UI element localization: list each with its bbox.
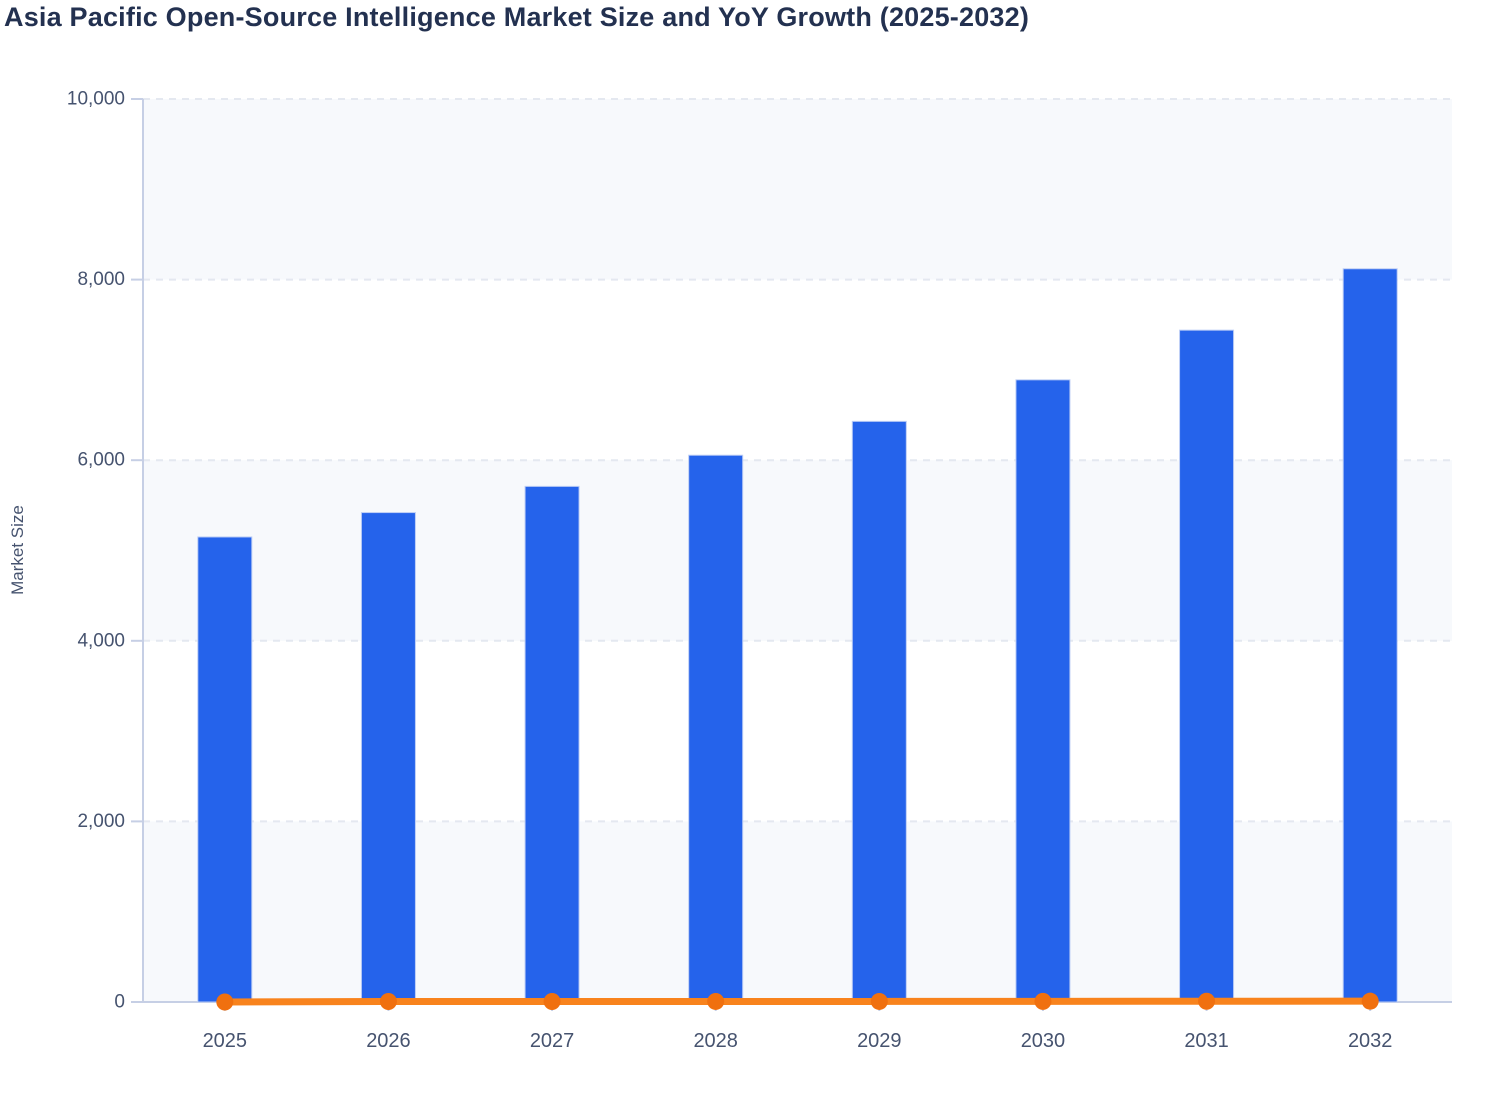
yoy-point-2032[interactable]: YoY Growth 2032 <box>1361 992 1379 1010</box>
yoy-point-2030[interactable]: YoY Growth 2030 <box>1034 992 1052 1010</box>
bar-2027[interactable]: Market Size 2027: 5710 <box>524 485 580 1003</box>
plot-band <box>143 99 1452 280</box>
x-label-2025: 2025 <box>203 1030 248 1052</box>
yoy-point-2031[interactable]: YoY Growth 2031 <box>1198 992 1216 1010</box>
bar-2031[interactable]: Market Size 2031: 7440 <box>1179 329 1235 1003</box>
yoy-point-2027[interactable]: YoY Growth 2027 <box>543 993 561 1011</box>
bar-2029[interactable]: Market Size 2029: 6430 <box>851 420 907 1003</box>
y-tick-label-2,000: 2,000 <box>77 811 125 832</box>
y-tick-label-4,000: 4,000 <box>77 630 125 651</box>
x-label-2031: 2031 <box>1184 1030 1229 1052</box>
plot-band <box>143 460 1452 641</box>
bar-2030[interactable]: Market Size 2030: 6890 <box>1015 379 1071 1003</box>
x-label-2030: 2030 <box>1021 1030 1066 1052</box>
x-label-2027: 2027 <box>530 1030 575 1052</box>
yoy-point-2025[interactable]: YoY Growth 2025 <box>216 993 234 1011</box>
x-label-2029: 2029 <box>857 1030 902 1052</box>
x-label-2032: 2032 <box>1348 1030 1393 1052</box>
bar-2028[interactable]: Market Size 2028: 6055 <box>688 454 744 1003</box>
y-tick-label-8,000: 8,000 <box>77 269 125 290</box>
y-tick-label-6,000: 6,000 <box>77 450 125 471</box>
plot-band <box>143 821 1452 1002</box>
bar-2026[interactable]: Market Size 2026: 5420 <box>360 512 416 1003</box>
yoy-point-2028[interactable]: YoY Growth 2028 <box>707 992 725 1010</box>
bar-2032[interactable]: Market Size 2032: 8120 <box>1342 268 1398 1003</box>
x-label-2028: 2028 <box>693 1030 738 1052</box>
y-tick-label-0: 0 <box>114 992 125 1013</box>
bar-2025[interactable]: Market Size 2025: 5150 <box>197 536 253 1003</box>
y-tick-label-10,000: 10,000 <box>67 89 125 110</box>
yoy-point-2029[interactable]: YoY Growth 2029 <box>870 992 888 1010</box>
yoy-point-2026[interactable]: YoY Growth 2026 <box>379 993 397 1011</box>
x-label-2026: 2026 <box>366 1030 411 1052</box>
chart-title: Asia Pacific Open-Source Intelligence Ma… <box>4 2 1030 32</box>
yoy-growth-line <box>221 997 1374 1006</box>
